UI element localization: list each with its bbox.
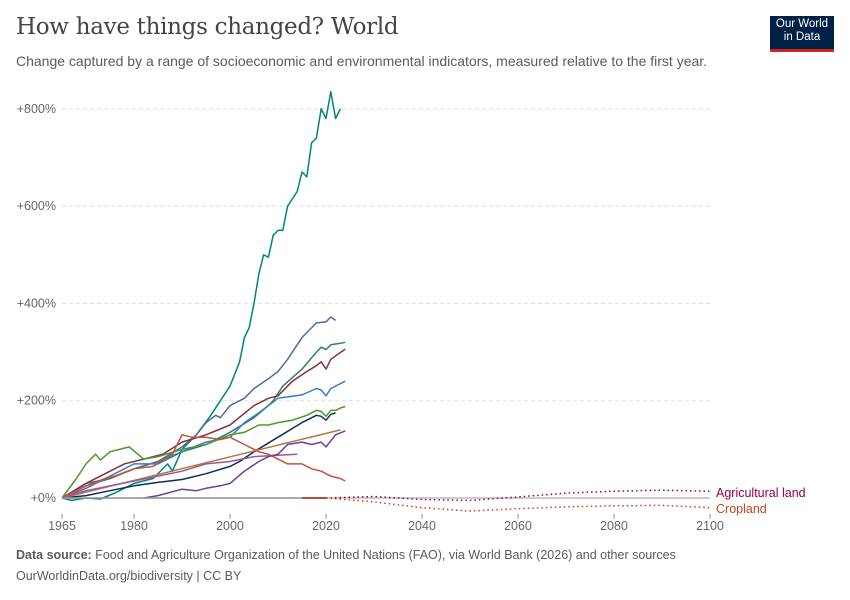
footer-url[interactable]: OurWorldinData.org/biodiversity | CC BY bbox=[16, 569, 242, 583]
logo-line-2: in Data bbox=[783, 31, 821, 43]
source-label: Data source: bbox=[16, 548, 92, 562]
x-tick-label: 1980 bbox=[120, 519, 148, 533]
y-tick-label: +400% bbox=[17, 296, 56, 310]
y-tick-label: +200% bbox=[17, 394, 56, 408]
x-tick-label: 2060 bbox=[504, 519, 532, 533]
series-label: Cropland bbox=[716, 502, 767, 516]
chart-subtitle: Change captured by a range of socioecono… bbox=[16, 53, 708, 69]
projection-line-cropland bbox=[325, 497, 711, 512]
series-line-4 bbox=[61, 380, 346, 499]
x-tick-label: 2000 bbox=[216, 519, 244, 533]
data-source: Data source: Food and Agriculture Organi… bbox=[16, 548, 676, 562]
logo-line-1: Our World bbox=[775, 18, 829, 30]
x-tick-label: 2080 bbox=[600, 519, 628, 533]
series-line-0 bbox=[61, 91, 342, 502]
series-line-3 bbox=[61, 348, 346, 499]
series-line-8 bbox=[61, 434, 346, 499]
chart-title: How have things changed? World bbox=[16, 14, 399, 40]
series-line-1 bbox=[61, 316, 337, 499]
x-tick-label: 1965 bbox=[48, 519, 76, 533]
series-line-10 bbox=[143, 430, 346, 499]
source-text: Food and Agriculture Organization of the… bbox=[95, 548, 676, 562]
series-label: Agricultural land bbox=[716, 486, 806, 500]
y-tick-label: +600% bbox=[17, 199, 56, 213]
owid-logo[interactable]: Our World in Data bbox=[770, 16, 834, 52]
x-tick-label: 2040 bbox=[408, 519, 436, 533]
y-tick-label: +0% bbox=[31, 491, 56, 505]
series-line-5 bbox=[61, 405, 346, 499]
series-line-9 bbox=[61, 453, 298, 499]
y-tick-label: +800% bbox=[17, 102, 56, 116]
series-line-6 bbox=[61, 412, 336, 499]
x-tick-label: 2100 bbox=[696, 519, 724, 533]
projection-line-agricultural-land bbox=[325, 489, 711, 502]
x-tick-label: 2020 bbox=[312, 519, 340, 533]
